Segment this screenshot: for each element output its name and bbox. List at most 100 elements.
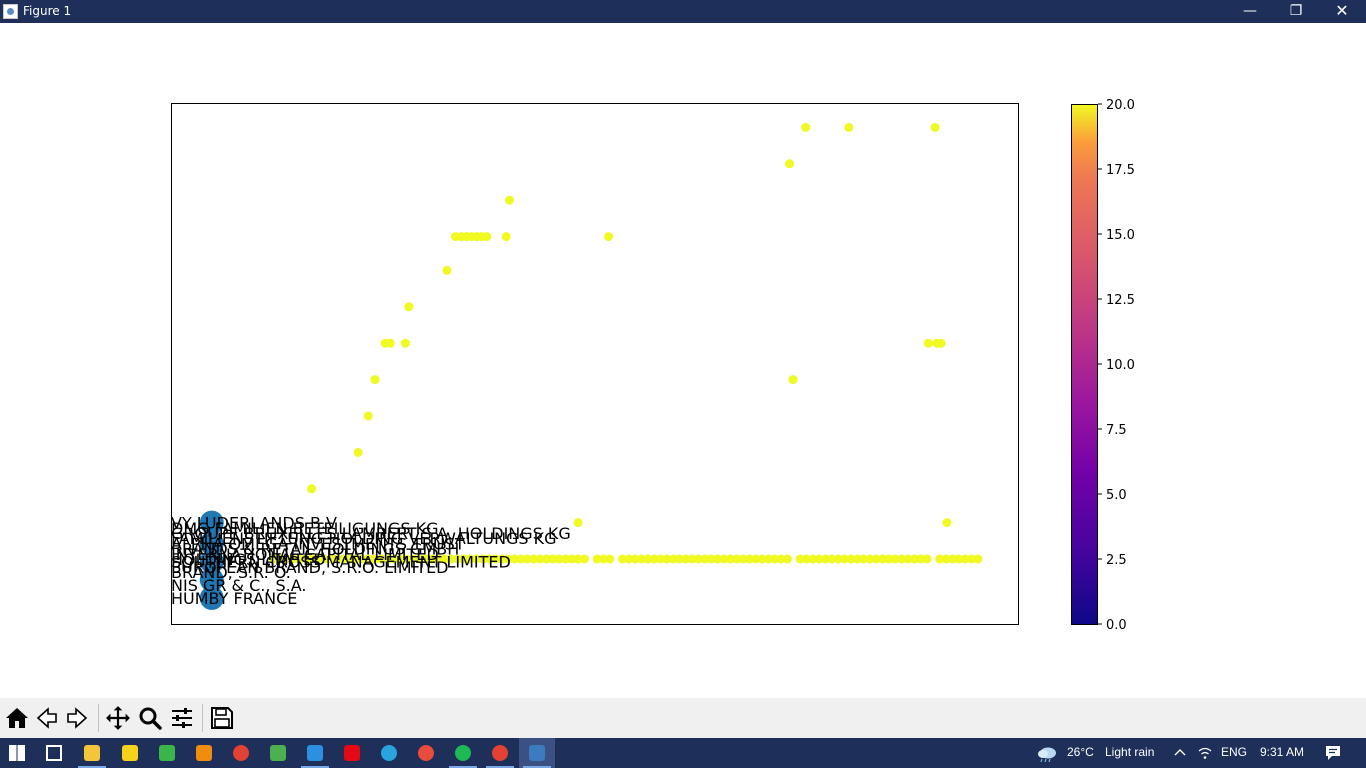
- scatter-point: [936, 338, 946, 348]
- scatter-point: [351, 554, 361, 564]
- language-indicator[interactable]: ENG: [1221, 745, 1248, 759]
- taskbar-file-explorer-button[interactable]: [74, 738, 110, 768]
- taskbar-vlc-button[interactable]: [186, 738, 222, 768]
- scatter-point: [878, 554, 888, 564]
- taskbar-telegram-button[interactable]: [371, 738, 407, 768]
- scatter-point: [604, 232, 614, 242]
- scatter-point: [541, 554, 551, 564]
- zoom-button[interactable]: [136, 704, 164, 732]
- vscode-icon: [307, 745, 323, 761]
- scatter-point: [814, 554, 824, 564]
- minimize-button[interactable]: —: [1243, 3, 1257, 19]
- weather-temperature[interactable]: 26°C: [1067, 745, 1094, 759]
- clock[interactable]: 9:31 AM: [1260, 745, 1305, 759]
- scatter-point: [389, 554, 399, 564]
- notifications-icon[interactable]: [1325, 745, 1341, 761]
- scatter-point: [916, 554, 926, 564]
- scatter-point: [960, 554, 970, 564]
- highlight-point: [199, 549, 224, 574]
- scatter-point: [687, 554, 697, 564]
- scatter-point: [579, 554, 589, 564]
- home-icon: [6, 708, 28, 728]
- scatter-point: [385, 338, 395, 348]
- chrome-icon: [233, 745, 249, 761]
- colorbar-tick-label: 12.5: [1106, 293, 1135, 308]
- annotation-label: FAMILIENSTIFTUNG HOLDING VERWALTUNGS KG: [171, 529, 557, 548]
- scatter-point: [573, 554, 583, 564]
- toolbar-separator: [98, 704, 99, 732]
- scatter-point: [922, 554, 932, 564]
- taskbar-app-green-button[interactable]: [149, 738, 185, 768]
- scatter-point: [567, 554, 577, 564]
- taskbar-sticky-notes-button[interactable]: [112, 738, 148, 768]
- scatter-point: [427, 554, 437, 564]
- scatter-point: [719, 554, 729, 564]
- weather-condition[interactable]: Light rain: [1105, 745, 1155, 759]
- floppy-icon: [211, 707, 233, 729]
- scatter-point: [706, 554, 716, 564]
- window-titlebar: Figure 1 — ❐ ✕: [0, 0, 1366, 23]
- scatter-point: [966, 554, 976, 564]
- scatter-point: [617, 554, 627, 564]
- scatter-point: [909, 554, 919, 564]
- scatter-point: [573, 518, 583, 528]
- scatter-point: [363, 411, 373, 421]
- scatter-point: [675, 554, 685, 564]
- figure-canvas[interactable]: VY LUDERLANDS B.V DMG FAMILIEN BETEILIGUN…: [0, 23, 1366, 698]
- wifi-icon[interactable]: [1197, 746, 1213, 760]
- sliders-icon: [172, 708, 192, 728]
- scatter-point: [821, 554, 831, 564]
- scatter-point: [624, 554, 634, 564]
- taskbar-python-figure-button[interactable]: [519, 738, 555, 768]
- taskbar-chrome-button[interactable]: [223, 738, 259, 768]
- scatter-point: [598, 554, 608, 564]
- app-clock-icon: [418, 745, 434, 761]
- scatter-point: [472, 554, 482, 564]
- python-figure-icon: [529, 745, 545, 761]
- weather-cloud-icon: [1038, 747, 1056, 762]
- task-view-icon: [46, 745, 62, 761]
- taskbar-spotify-button[interactable]: [445, 738, 481, 768]
- file-explorer-icon: [84, 745, 100, 761]
- configure-subplots-button[interactable]: [168, 704, 196, 732]
- scatter-point: [700, 554, 710, 564]
- scatter-point: [505, 195, 515, 205]
- taskbar-vscode-button[interactable]: [297, 738, 333, 768]
- scatter-point: [954, 554, 964, 564]
- taskbar-app-clock-button[interactable]: [408, 738, 444, 768]
- taskbar-chrome-alt-button[interactable]: [482, 738, 518, 768]
- scatter-point: [421, 554, 431, 564]
- scatter-point: [973, 554, 983, 564]
- colorbar-tick-label: 7.5: [1106, 423, 1127, 438]
- scatter-point: [662, 554, 672, 564]
- annotation-label: VY LUDERLANDS B.V: [171, 514, 337, 533]
- back-button[interactable]: [33, 704, 61, 732]
- save-button[interactable]: [208, 704, 236, 732]
- colorbar: [1071, 104, 1098, 625]
- taskbar-netflix-button[interactable]: [334, 738, 370, 768]
- scatter-point: [694, 554, 704, 564]
- forward-button[interactable]: [63, 704, 91, 732]
- close-button[interactable]: ✕: [1335, 1, 1349, 20]
- scatter-point: [482, 232, 492, 242]
- scatter-point: [453, 554, 463, 564]
- scatter-point: [313, 554, 323, 564]
- scatter-point: [503, 554, 513, 564]
- scatter-point: [947, 554, 957, 564]
- taskbar-start-button[interactable]: [0, 738, 35, 768]
- arrow-right-icon: [67, 707, 88, 729]
- home-button[interactable]: [3, 704, 31, 732]
- maximize-button[interactable]: ❐: [1289, 3, 1303, 19]
- scatter-point: [400, 338, 410, 348]
- scatter-point: [859, 554, 869, 564]
- taskbar-app-earth-button[interactable]: [260, 738, 296, 768]
- toolbar-separator: [202, 704, 203, 732]
- taskbar-task-view-button[interactable]: [36, 738, 72, 768]
- netflix-icon: [344, 745, 360, 761]
- scatter-point: [560, 554, 570, 564]
- scatter-point: [725, 554, 735, 564]
- chevron-up-icon[interactable]: [1174, 747, 1186, 759]
- scatter-point: [357, 554, 367, 564]
- annotation-label: GROUPE BRUXELLES LAMBERT S.A. HOLDINGS K…: [171, 524, 571, 543]
- pan-button[interactable]: [104, 704, 132, 732]
